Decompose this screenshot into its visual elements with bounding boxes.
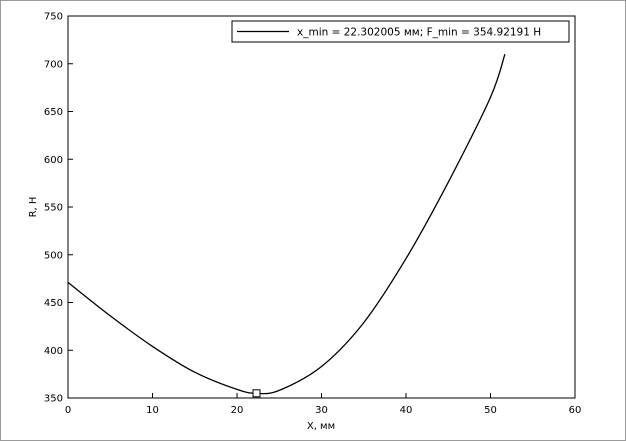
y-axis: 350 400 450 500 550 600 650 700 750 xyxy=(44,12,73,405)
y-tick-label: 450 xyxy=(44,298,63,309)
y-tick-label: 600 xyxy=(44,155,63,166)
x-tick-label: 40 xyxy=(400,405,413,416)
y-tick-label: 500 xyxy=(44,250,63,261)
y-axis-title: R, Н xyxy=(28,197,39,218)
plot-area xyxy=(67,15,576,399)
x-tick-label: 50 xyxy=(484,405,497,416)
y-tick-label: 400 xyxy=(44,346,63,357)
x-axis: 0 10 20 30 40 50 60 xyxy=(65,393,582,416)
y-tick-label: 350 xyxy=(44,394,63,405)
y-tick-label: 650 xyxy=(44,107,63,118)
x-tick-label: 20 xyxy=(231,405,244,416)
y-tick-label: 550 xyxy=(44,203,63,214)
series-line xyxy=(67,53,506,395)
legend-box xyxy=(231,20,570,43)
minimum-marker xyxy=(252,389,261,398)
legend: x_min = 22.302005 мм; F_min = 354.92191 … xyxy=(231,20,570,43)
y-tick-label: 700 xyxy=(44,59,63,70)
legend-label: x_min = 22.302005 мм; F_min = 354.92191 … xyxy=(297,27,541,39)
x-tick-label: 60 xyxy=(569,405,582,416)
y-tick-label: 750 xyxy=(44,12,63,23)
x-tick-label: 30 xyxy=(315,405,328,416)
x-axis-title: X, мм xyxy=(307,421,335,432)
x-tick-label: 10 xyxy=(146,405,159,416)
x-tick-label: 0 xyxy=(65,405,71,416)
